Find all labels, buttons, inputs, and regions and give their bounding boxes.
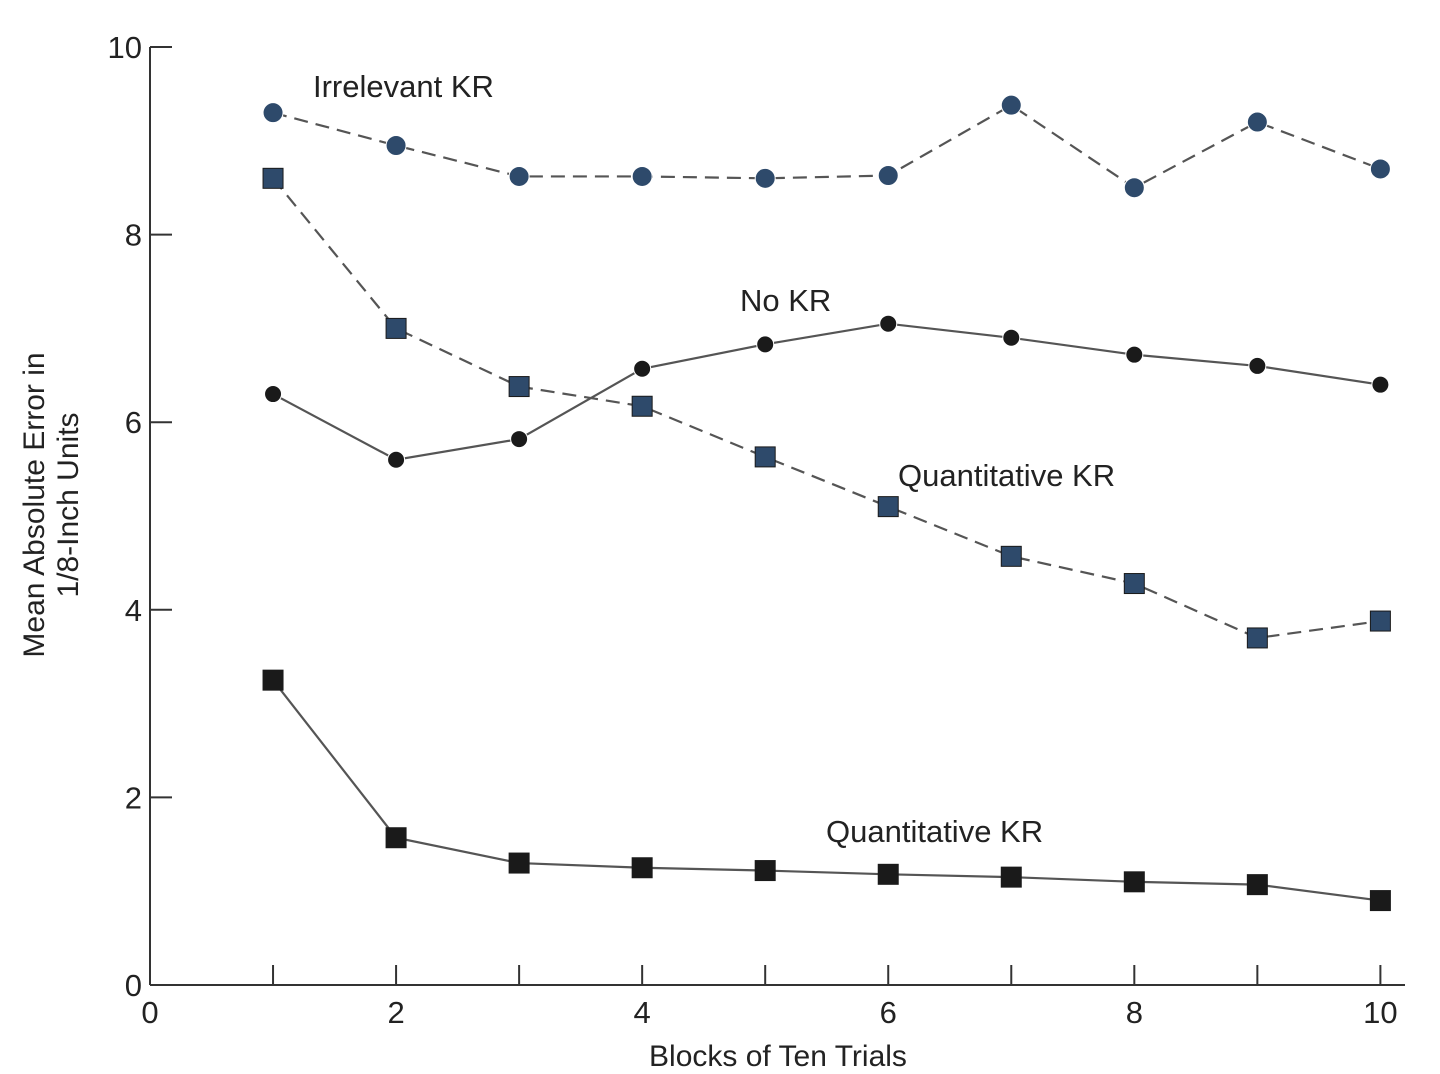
data-point: [1123, 177, 1145, 199]
data-point: [879, 314, 898, 333]
y-tick-label: 6: [125, 405, 142, 440]
data-point: [1369, 158, 1391, 180]
data-point: [1369, 610, 1391, 632]
data-point: [1369, 890, 1391, 912]
data-point: [1000, 866, 1022, 888]
x-tick-label: 6: [880, 995, 897, 1030]
series-line: [272, 679, 1381, 902]
data-point: [633, 359, 652, 378]
data-point: [508, 376, 530, 398]
data-point: [385, 827, 407, 849]
data-point: [1246, 111, 1268, 133]
x-axis-title: Blocks of Ten Trials: [649, 1040, 907, 1073]
data-point: [385, 317, 407, 339]
series-label: Irrelevant KR: [313, 69, 494, 104]
data-point: [1246, 874, 1268, 896]
series-line: [272, 322, 1381, 461]
data-point: [508, 165, 530, 187]
y-tick-label: 8: [125, 218, 142, 253]
data-point: [1123, 573, 1145, 595]
y-tick-label: 2: [125, 780, 142, 815]
data-point: [1125, 345, 1144, 364]
y-tick-label: 4: [125, 593, 142, 628]
data-point: [1000, 94, 1022, 116]
data-point: [1123, 871, 1145, 893]
data-point: [877, 496, 899, 518]
series-label: Quantitative KR: [898, 458, 1115, 493]
data-point: [264, 385, 283, 404]
data-point: [631, 165, 653, 187]
data-point: [754, 860, 776, 882]
data-point: [631, 395, 653, 417]
series-2: [264, 314, 1390, 469]
data-point: [385, 134, 407, 156]
data-point: [1246, 627, 1268, 649]
data-point: [1002, 328, 1021, 347]
y-axis-title: Mean Absolute Error in1/8-Inch Units: [18, 352, 85, 657]
data-point: [877, 165, 899, 187]
data-point: [756, 335, 775, 354]
x-tick-label: 2: [387, 995, 404, 1030]
data-point: [1248, 356, 1267, 375]
x-tick-label: 8: [1126, 995, 1143, 1030]
data-point: [877, 863, 899, 885]
x-tick-label: 0: [141, 995, 158, 1030]
series-3: [262, 669, 1391, 912]
x-tick-label: 10: [1363, 995, 1397, 1030]
series-0: [262, 94, 1391, 199]
data-point: [754, 167, 776, 189]
data-point: [510, 430, 529, 449]
y-tick-label: 0: [125, 968, 142, 1003]
data-point: [508, 852, 530, 874]
series-layer: [262, 94, 1391, 912]
y-axis-title-line: Mean Absolute Error in: [18, 352, 51, 657]
series-1: [262, 167, 1391, 649]
series-line: [272, 177, 1381, 640]
data-point: [1371, 375, 1390, 394]
x-tick-label: 4: [634, 995, 651, 1030]
data-point: [387, 450, 406, 469]
data-point: [262, 167, 284, 189]
data-point: [1000, 545, 1022, 567]
axes: 0 2 4 6 8 10 0 2 4 6 8 10: [108, 30, 1405, 1030]
data-point: [262, 669, 284, 691]
labels-layer: Blocks of Ten Trials Mean Absolute Error …: [18, 69, 1115, 1073]
series-label: Quantitative KR: [826, 814, 1043, 849]
data-point: [262, 102, 284, 124]
y-tick-label: 10: [108, 30, 142, 65]
series-label: No KR: [740, 283, 831, 318]
data-point: [754, 446, 776, 468]
series-line: [272, 103, 1381, 189]
y-axis-title-line: 1/8-Inch Units: [52, 412, 85, 597]
data-point: [631, 857, 653, 879]
